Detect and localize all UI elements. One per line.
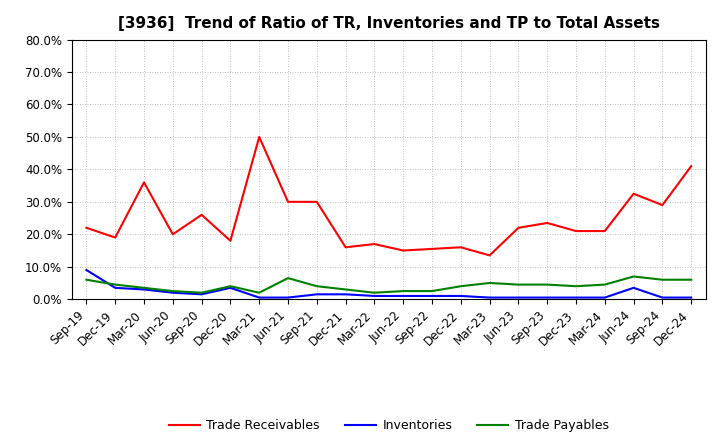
Trade Payables [428, 289, 436, 294]
Trade Receivables [341, 245, 350, 250]
Trade Receivables [687, 164, 696, 169]
Inventories [370, 293, 379, 299]
Inventories [226, 285, 235, 290]
Trade Payables [226, 284, 235, 289]
Trade Receivables [658, 202, 667, 208]
Trade Payables [255, 290, 264, 295]
Line: Trade Receivables: Trade Receivables [86, 137, 691, 255]
Trade Receivables [140, 180, 148, 185]
Trade Receivables [485, 253, 494, 258]
Inventories [284, 295, 292, 300]
Trade Payables [82, 277, 91, 282]
Trade Payables [456, 284, 465, 289]
Trade Payables [399, 289, 408, 294]
Trade Payables [341, 287, 350, 292]
Inventories [687, 295, 696, 300]
Trade Payables [600, 282, 609, 287]
Trade Receivables [197, 212, 206, 217]
Trade Receivables [82, 225, 91, 231]
Trade Receivables [399, 248, 408, 253]
Trade Receivables [543, 220, 552, 226]
Inventories [600, 295, 609, 300]
Inventories [312, 292, 321, 297]
Trade Payables [543, 282, 552, 287]
Inventories [197, 292, 206, 297]
Inventories [168, 290, 177, 295]
Trade Receivables [428, 246, 436, 252]
Inventories [456, 293, 465, 299]
Trade Receivables [629, 191, 638, 196]
Inventories [82, 268, 91, 273]
Inventories [111, 285, 120, 290]
Inventories [399, 293, 408, 299]
Inventories [658, 295, 667, 300]
Trade Payables [111, 282, 120, 287]
Trade Payables [687, 277, 696, 282]
Line: Trade Payables: Trade Payables [86, 276, 691, 293]
Trade Payables [197, 290, 206, 295]
Trade Payables [284, 275, 292, 281]
Trade Payables [514, 282, 523, 287]
Inventories [428, 293, 436, 299]
Trade Receivables [514, 225, 523, 231]
Trade Receivables [226, 238, 235, 243]
Trade Payables [658, 277, 667, 282]
Inventories [629, 285, 638, 290]
Inventories [140, 287, 148, 292]
Inventories [255, 295, 264, 300]
Trade Receivables [456, 245, 465, 250]
Trade Receivables [168, 231, 177, 237]
Trade Receivables [600, 228, 609, 234]
Inventories [341, 292, 350, 297]
Line: Inventories: Inventories [86, 270, 691, 297]
Inventories [514, 295, 523, 300]
Inventories [485, 295, 494, 300]
Inventories [543, 295, 552, 300]
Title: [3936]  Trend of Ratio of TR, Inventories and TP to Total Assets: [3936] Trend of Ratio of TR, Inventories… [118, 16, 660, 32]
Trade Receivables [370, 242, 379, 247]
Trade Receivables [312, 199, 321, 205]
Trade Payables [572, 284, 580, 289]
Trade Receivables [572, 228, 580, 234]
Trade Receivables [284, 199, 292, 205]
Trade Payables [312, 284, 321, 289]
Trade Payables [370, 290, 379, 295]
Trade Payables [140, 285, 148, 290]
Trade Payables [168, 289, 177, 294]
Inventories [572, 295, 580, 300]
Trade Payables [485, 280, 494, 286]
Trade Payables [629, 274, 638, 279]
Legend: Trade Receivables, Inventories, Trade Payables: Trade Receivables, Inventories, Trade Pa… [164, 414, 613, 437]
Trade Receivables [111, 235, 120, 240]
Trade Receivables [255, 134, 264, 139]
